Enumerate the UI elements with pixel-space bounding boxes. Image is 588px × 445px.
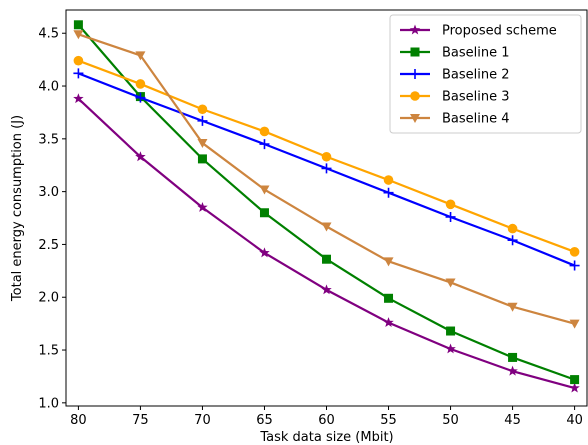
data-point bbox=[569, 382, 580, 393]
legend-marker bbox=[409, 24, 421, 35]
data-point bbox=[197, 104, 208, 115]
data-point bbox=[321, 284, 332, 295]
legend-marker bbox=[410, 114, 420, 123]
data-point bbox=[73, 20, 83, 30]
legend-entry: Baseline 1 bbox=[400, 46, 510, 61]
data-point bbox=[73, 30, 84, 40]
series-5 bbox=[73, 30, 580, 329]
y-tick-label: 2.0 bbox=[38, 291, 59, 306]
legend-marker bbox=[410, 69, 420, 79]
data-point bbox=[384, 293, 394, 303]
x-tick-label: 50 bbox=[442, 413, 459, 428]
x-axis-label: Task data size (Mbit) bbox=[259, 430, 393, 445]
data-point bbox=[383, 317, 394, 328]
data-point bbox=[445, 343, 456, 354]
x-tick-label: 55 bbox=[380, 413, 397, 428]
data-point bbox=[259, 208, 269, 218]
data-point bbox=[507, 302, 518, 312]
legend-entry: Baseline 2 bbox=[400, 68, 510, 83]
legend-label: Baseline 3 bbox=[442, 90, 510, 105]
data-point bbox=[321, 151, 332, 162]
y-tick-label: 3.0 bbox=[38, 185, 59, 200]
series-3 bbox=[73, 68, 580, 271]
x-tick-label: 60 bbox=[318, 413, 335, 428]
data-point bbox=[322, 254, 331, 264]
data-point bbox=[197, 115, 208, 126]
data-point bbox=[135, 51, 146, 61]
data-point bbox=[570, 375, 580, 385]
x-tick-label: 80 bbox=[70, 413, 87, 428]
legend: Proposed scheme Baseline 1 Baseline 2 Basel… bbox=[389, 14, 582, 134]
data-point bbox=[135, 79, 146, 89]
y-tick-label: 4.5 bbox=[38, 27, 59, 42]
x-tick-label: 65 bbox=[256, 413, 273, 428]
series-line bbox=[77, 97, 575, 390]
y-tick-label: 3.5 bbox=[38, 132, 59, 147]
legend-entry: Proposed scheme bbox=[400, 24, 557, 39]
legend-label: Proposed scheme bbox=[442, 24, 557, 39]
legend-label: Baseline 2 bbox=[442, 68, 510, 83]
y-tick-label: 4.0 bbox=[38, 80, 59, 95]
data-point bbox=[259, 185, 270, 195]
series-4 bbox=[73, 55, 580, 257]
legend-marker bbox=[410, 91, 420, 101]
x-tick-label: 70 bbox=[194, 413, 211, 428]
data-point bbox=[569, 260, 580, 271]
legend-entry: Baseline 4 bbox=[400, 112, 510, 127]
x-tick-label: 40 bbox=[566, 413, 583, 428]
data-point bbox=[197, 201, 208, 212]
data-point bbox=[507, 223, 518, 234]
data-point bbox=[507, 235, 518, 246]
y-axis-label: Total energy consumption (J) bbox=[10, 115, 25, 302]
series-1 bbox=[73, 93, 580, 393]
legend-label: Baseline 1 bbox=[442, 46, 510, 61]
y-tick-label: 1.5 bbox=[38, 344, 59, 359]
x-tick-label: 45 bbox=[504, 413, 521, 428]
data-point bbox=[259, 126, 270, 137]
y-tick-label: 2.5 bbox=[38, 238, 59, 253]
data-point bbox=[321, 163, 332, 174]
data-point bbox=[73, 68, 84, 79]
data-point bbox=[321, 222, 332, 232]
data-point bbox=[569, 247, 580, 257]
data-point bbox=[259, 139, 270, 150]
legend-marker bbox=[410, 47, 420, 57]
data-point bbox=[383, 175, 394, 185]
plot-area bbox=[73, 20, 580, 393]
data-point bbox=[445, 278, 456, 288]
y-tick-label: 1.0 bbox=[38, 396, 59, 411]
data-point bbox=[569, 319, 580, 329]
legend-box bbox=[389, 14, 582, 134]
data-point bbox=[197, 139, 208, 149]
data-point bbox=[135, 151, 146, 162]
data-point bbox=[445, 211, 456, 222]
legend-entry: Baseline 3 bbox=[400, 90, 510, 105]
axes: 80 75 70 65 60 55 50 45 40 1.0 1.5 2.0 2.5 3.0 3.5 4.0 4… bbox=[38, 9, 588, 428]
data-point bbox=[259, 247, 270, 258]
data-point bbox=[73, 55, 84, 66]
data-point bbox=[73, 93, 84, 104]
data-point bbox=[508, 352, 518, 362]
data-point bbox=[197, 154, 207, 164]
data-point bbox=[445, 199, 456, 210]
data-point bbox=[383, 257, 394, 267]
legend-label: Baseline 4 bbox=[442, 112, 510, 127]
data-point bbox=[135, 92, 146, 103]
x-tick-label: 75 bbox=[132, 413, 149, 428]
data-point bbox=[446, 326, 456, 336]
data-point bbox=[383, 187, 394, 198]
data-point bbox=[507, 365, 518, 376]
